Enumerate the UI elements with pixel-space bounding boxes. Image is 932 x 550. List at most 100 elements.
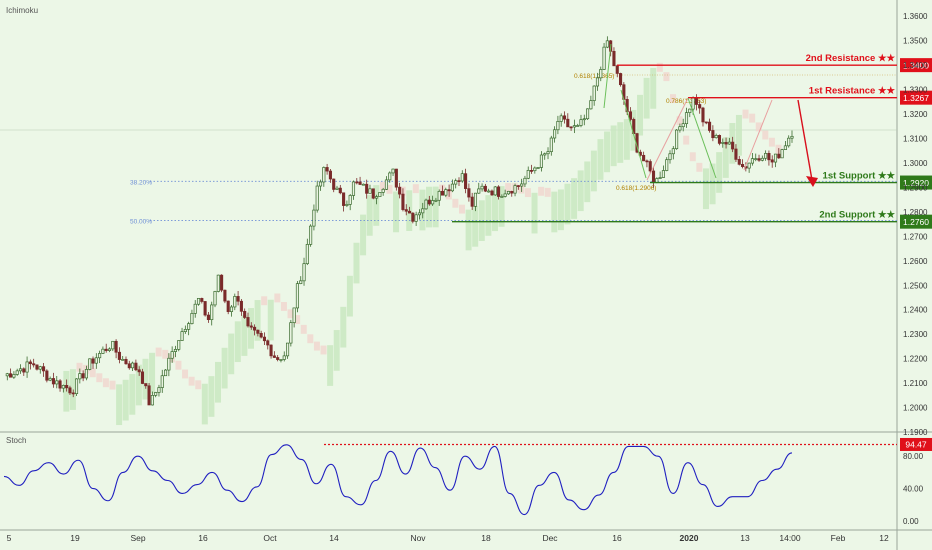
candle-body	[645, 160, 649, 163]
price-tick: 1.3200	[903, 110, 928, 119]
candle-body	[539, 154, 543, 168]
cloud-segment	[201, 383, 208, 425]
candle-body	[533, 167, 537, 172]
candle-body	[117, 351, 121, 360]
cloud-segment	[768, 137, 775, 147]
candle-body	[196, 298, 201, 305]
candle-body	[529, 170, 534, 172]
candle-body	[708, 121, 712, 131]
cloud-segment	[188, 376, 195, 386]
candle-body	[91, 358, 95, 364]
candle-body	[483, 185, 487, 192]
candle-body	[5, 373, 9, 377]
candle-body	[559, 115, 563, 122]
cloud-segment	[76, 362, 83, 372]
candle-body	[777, 153, 781, 159]
candle-body	[665, 159, 669, 171]
candle-body	[243, 310, 247, 318]
candle-body	[787, 137, 791, 147]
candle-body	[177, 340, 181, 350]
candle-body	[536, 167, 540, 169]
candle-body	[579, 119, 583, 126]
candle-body	[332, 178, 336, 190]
level-price-badge	[900, 214, 932, 229]
candle-body	[342, 192, 346, 206]
cloud-segment	[564, 183, 571, 225]
candle-body	[160, 375, 164, 388]
time-axis[interactable]: 5 19 Sep 16 Oct 14 Nov 18 Dec 16 2020 13 14:00 Feb 12	[7, 533, 889, 543]
candle-body	[493, 186, 497, 196]
candle-body	[675, 129, 679, 150]
candle-body	[760, 157, 764, 161]
cloud-segment	[346, 275, 353, 317]
candle-body	[694, 97, 698, 105]
candle-body	[605, 40, 609, 48]
fib-annotation: 0.618(1.3365)	[574, 73, 614, 80]
candle-body	[345, 203, 349, 206]
cloud-segment	[498, 186, 505, 227]
candle-body	[648, 161, 652, 172]
price-tick: 1.3600	[903, 12, 928, 21]
cloud-segment	[386, 184, 393, 194]
candle-body	[124, 358, 128, 365]
fib-label: 38.20%	[130, 179, 152, 186]
candle-body	[348, 195, 352, 205]
candle-body	[394, 168, 398, 188]
candle-body	[582, 118, 586, 121]
cloud-segment	[623, 119, 630, 160]
candle-body	[338, 187, 342, 194]
candle-body	[473, 192, 478, 207]
candle-body	[259, 333, 263, 338]
cloud-segment	[755, 122, 762, 132]
candle-body	[220, 274, 224, 291]
candle-body	[375, 196, 379, 199]
candle-body	[51, 378, 56, 385]
candle-body	[658, 177, 662, 179]
cloud-segment	[577, 170, 584, 212]
candle-body	[295, 283, 299, 309]
candle-body	[355, 181, 359, 184]
candle-body	[236, 296, 240, 302]
candle-body	[619, 73, 623, 86]
candle-body	[487, 190, 491, 193]
cloud-segment	[280, 302, 287, 311]
cloud-segment	[689, 152, 696, 162]
candle-body	[404, 209, 408, 212]
candle-body	[144, 383, 148, 387]
candle-body	[249, 325, 253, 328]
candle-body	[767, 153, 771, 161]
cloud-segment	[274, 293, 281, 303]
candle-body	[68, 387, 72, 394]
price-axis[interactable]: 1.1900 1.2000 1.2100 1.2200 1.2300 1.2400 1.25…	[903, 12, 928, 437]
candle-body	[226, 300, 230, 312]
stoch-tick: 80.00	[903, 452, 924, 461]
price-tick: 1.2400	[903, 306, 928, 315]
cloud-segment	[676, 116, 683, 126]
cloud-segment	[742, 109, 749, 119]
candle-body	[94, 357, 98, 364]
candle-body	[757, 158, 761, 161]
candle-body	[45, 370, 49, 381]
candle-body	[628, 111, 632, 120]
level-price-badge	[900, 58, 932, 73]
candle-body	[121, 358, 125, 361]
support-resistance-levels: 2nd Resistance ★★ 1.3400 1st Resistance ★★…	[452, 53, 932, 229]
candle-body	[684, 112, 689, 125]
candle-body	[285, 342, 290, 357]
candle-body	[764, 153, 768, 159]
candle-body	[256, 329, 260, 334]
pink-up-arrow-2	[743, 99, 773, 171]
cloud-segment	[716, 152, 723, 193]
candle-body	[783, 145, 787, 150]
candle-body	[401, 193, 405, 210]
cloud-segment	[287, 309, 294, 319]
cloud-segment	[650, 68, 657, 109]
price-tick: 1.3300	[903, 86, 928, 95]
cloud-segment	[465, 209, 472, 251]
cloud-segment	[426, 186, 433, 228]
candle-body	[272, 355, 276, 358]
candle-body	[523, 177, 527, 185]
cloud-segment	[722, 137, 729, 178]
candle-body	[698, 104, 702, 109]
